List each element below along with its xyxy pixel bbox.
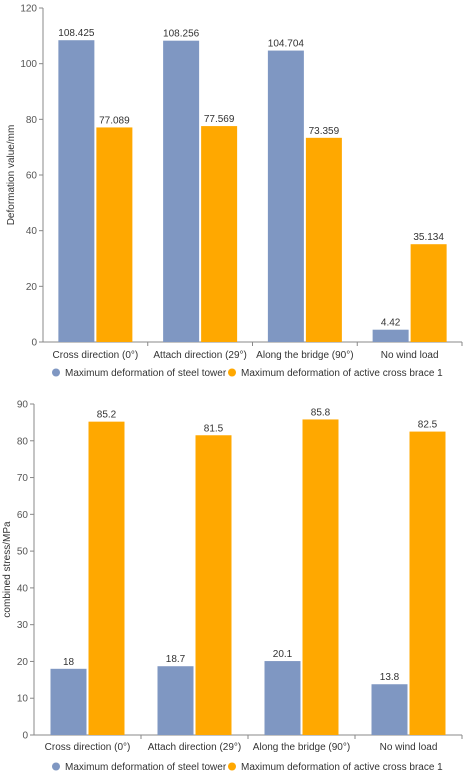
bar-steel-tower [157, 666, 194, 735]
data-label: 20.1 [273, 649, 293, 660]
y-tick-label: 80 [26, 115, 38, 126]
data-label: 85.8 [311, 407, 331, 418]
bar-steel-tower [50, 668, 87, 735]
x-category-label: No wind load [381, 350, 439, 361]
y-tick-label: 20 [26, 282, 38, 293]
data-label: 77.089 [99, 115, 130, 126]
data-label: 18 [63, 657, 75, 668]
x-category-label: Along the bridge (90°) [253, 742, 350, 753]
data-label: 18.7 [166, 654, 186, 665]
bar-cross-brace [88, 421, 125, 735]
y-tick-label: 0 [31, 338, 37, 349]
y-tick-label: 60 [17, 510, 29, 521]
deformation-chart-svg: 0 20 40 60 80 100 120 Deformation value/mm 108.4… [6, 4, 463, 379]
y-tick-label: 30 [17, 620, 29, 631]
data-label: 108.256 [163, 29, 200, 40]
bar-steel-tower [371, 684, 408, 735]
data-label: 82.5 [418, 420, 438, 431]
bar-steel-tower [267, 50, 304, 343]
bar-steel-tower [58, 40, 95, 343]
data-label: 73.359 [309, 126, 340, 137]
y-tick-label: 20 [17, 657, 29, 668]
y-tick-label: 60 [26, 171, 38, 182]
bar-cross-brace [409, 431, 446, 735]
y-tick-label: 90 [17, 400, 29, 411]
bar-steel-tower [264, 661, 301, 735]
y-tick-label: 10 [17, 694, 29, 705]
y-axis-label: Deformation value/mm [6, 125, 17, 226]
y-tick-label: 120 [20, 4, 37, 15]
bar-steel-tower [372, 329, 409, 342]
y-tick-label: 100 [20, 59, 37, 70]
bar-cross-brace [195, 435, 232, 735]
data-label: 108.425 [58, 28, 95, 39]
data-label: 35.134 [413, 232, 444, 243]
x-category-label: Along the bridge (90°) [256, 350, 353, 361]
legend-label: Maximum deformation of steel tower [65, 762, 227, 773]
x-category-label: Attach direction (29°) [148, 742, 242, 753]
stress-chart: 0 10 20 30 40 50 60 70 80 90 combined stress/MPa 18… [0, 392, 471, 779]
legend-marker-steel-tower [52, 368, 60, 377]
legend-label: Maximum deformation of steel tower [65, 368, 227, 379]
legend-marker-steel-tower [52, 762, 60, 771]
y-tick-label: 40 [17, 583, 29, 594]
bar-cross-brace [96, 127, 133, 343]
legend-marker-cross-brace [228, 762, 236, 771]
data-label: 13.8 [380, 672, 400, 683]
y-tick-label: 80 [17, 436, 29, 447]
bar-cross-brace [410, 244, 447, 342]
y-tick-label: 50 [17, 547, 29, 558]
stress-chart-svg: 0 10 20 30 40 50 60 70 80 90 combined stress/MPa 18… [2, 400, 463, 773]
y-tick-label: 0 [22, 731, 28, 742]
bar-cross-brace [201, 126, 238, 343]
x-category-label: Attach direction (29°) [153, 350, 247, 361]
y-tick-label: 70 [17, 473, 29, 484]
x-category-label: Cross direction (0°) [53, 350, 139, 361]
data-label: 4.42 [381, 318, 401, 329]
y-axis-label: combined stress/MPa [2, 521, 13, 618]
legend-label: Maximum deformation of active cross brac… [241, 762, 443, 773]
legend-label: Maximum deformation of active cross brac… [241, 368, 443, 379]
data-label: 81.5 [204, 423, 224, 434]
data-label: 85.2 [97, 410, 117, 421]
bar-cross-brace [305, 137, 342, 342]
bar-steel-tower [163, 40, 200, 342]
y-tick-label: 40 [26, 226, 38, 237]
deformation-chart: 0 20 40 60 80 100 120 Deformation value/mm 108.4… [6, 4, 463, 379]
data-label: 104.704 [268, 39, 305, 50]
data-label: 77.569 [204, 114, 235, 125]
x-category-label: No wind load [380, 742, 438, 753]
bar-cross-brace [302, 419, 339, 735]
x-category-label: Cross direction (0°) [45, 742, 131, 753]
legend-marker-cross-brace [228, 368, 236, 377]
